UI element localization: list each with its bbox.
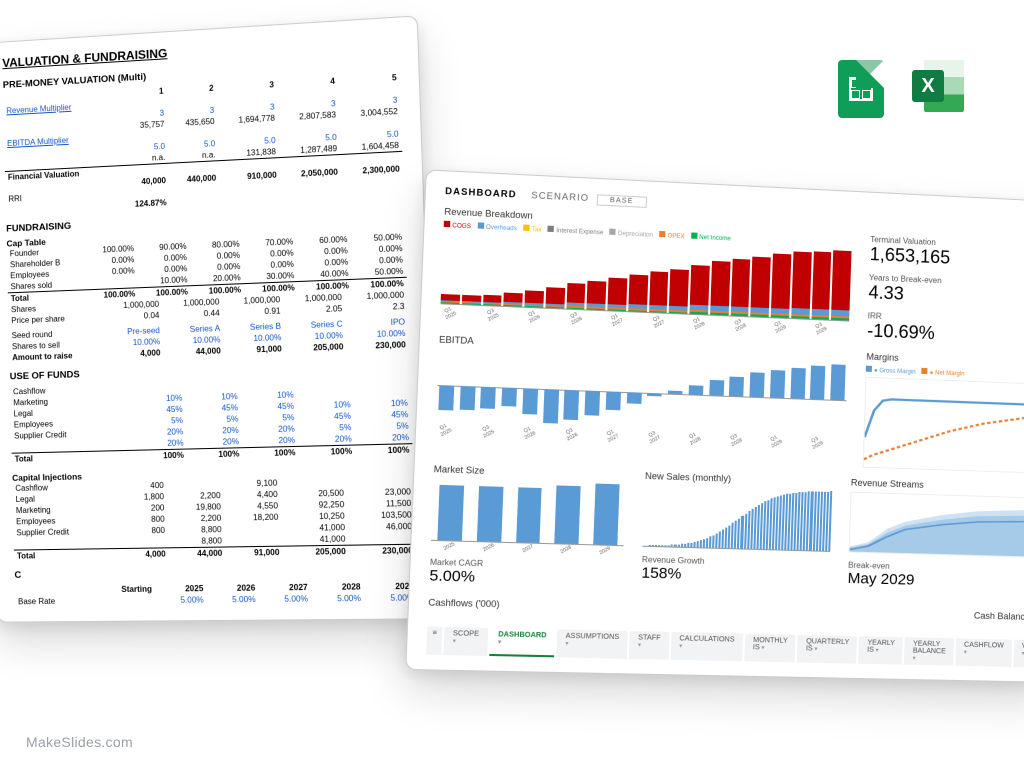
tab-assumptions[interactable]: ASSUMPTIONS (556, 629, 628, 658)
margins-chart (863, 377, 1024, 474)
kpi-breakeven-date: May 2029 (847, 570, 1024, 592)
tab-scope[interactable]: SCOPE (443, 627, 487, 656)
tab-yearly balance[interactable]: YEARLY BALANCE (904, 637, 954, 665)
footer-brand: MakeSlides.com (26, 734, 133, 750)
tab-calculations[interactable]: CALCULATIONS (670, 632, 743, 661)
kpi-revenue-growth: 158% (641, 564, 830, 586)
scenario-selector[interactable]: BASE (596, 194, 647, 208)
market-size-title: Market Size (434, 464, 627, 481)
premoney-table: 12345 Revenue Multiplier 33333 35,757435… (3, 72, 404, 216)
section-c: C (14, 565, 417, 581)
tab-monthly is[interactable]: MONTHLY IS (744, 634, 796, 663)
tab-menu-icon[interactable]: ≡ (426, 626, 442, 655)
wc-table: Starting20252026202720282029 Base Rate5.… (15, 580, 418, 607)
tab-yearly is[interactable]: YEARLY IS (859, 636, 904, 664)
revenue-streams-title: Revenue Streams (851, 477, 1024, 493)
capital-injections-table: Cashflow4009,100Legal1,8002,2004,40020,5… (12, 474, 416, 561)
excel-icon: X (912, 60, 964, 112)
valuation-sheet: 12345 VALUATION & FUNDRAISING PRE-MONEY … (0, 15, 439, 622)
use-of-funds-table: CashflowMarketing10%10%10%Legal45%45%45%… (10, 374, 413, 464)
new-sales-chart (642, 485, 832, 552)
kpi-market-cagr: 5.00% (429, 567, 623, 590)
app-icons: X (838, 60, 964, 118)
tab-quarterly is[interactable]: QUARTERLY IS (797, 635, 857, 664)
revenue-streams-chart (849, 492, 1024, 558)
sheet-tabs: ≡ SCOPEDASHBOARDASSUMPTIONSSTAFFCALCULAT… (426, 626, 1024, 667)
cash-balance-title: Cash Balance (744, 605, 1024, 622)
kpi-panel: Terminal Valuation 1,653,165 Years to Br… (867, 227, 1024, 349)
ebitda-chart (436, 349, 848, 436)
new-sales-title: New Sales (monthly) (645, 471, 833, 487)
tab-dashboard[interactable]: DASHBOARD (489, 628, 555, 657)
tab-staff[interactable]: STAFF (629, 631, 669, 660)
tab-valuation[interactable]: VALUATION (1013, 640, 1024, 668)
tab-cashflow[interactable]: CASHFLOW (955, 638, 1012, 666)
cashflows-title: Cashflows ('000) (428, 597, 725, 614)
google-sheets-icon (838, 60, 884, 118)
dashboard-sheet: DASHBOARD SCENARIO BASE Revenue Breakdow… (405, 169, 1024, 682)
